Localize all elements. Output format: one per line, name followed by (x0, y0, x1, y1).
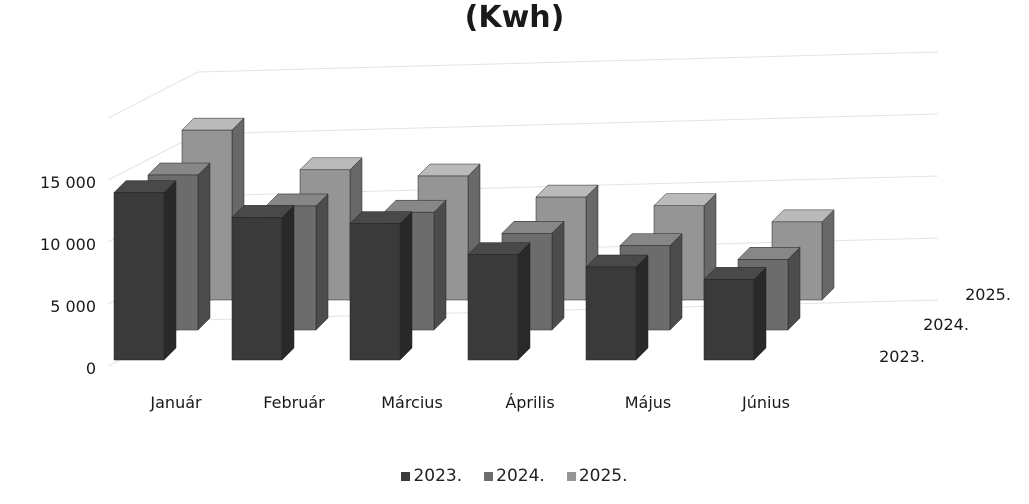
category-label: Február (263, 393, 325, 412)
category-label: Január (149, 393, 202, 412)
legend-item: 2025. (566, 466, 628, 486)
category-label: Április (505, 393, 554, 412)
category-label: Május (625, 393, 672, 412)
bar-2023-4 (585, 254, 649, 361)
y-tick-label: 15 000 (40, 173, 96, 192)
bar-2023-3 (467, 241, 531, 361)
depth-axis-label: 2025. (965, 285, 1011, 304)
legend-swatch (484, 471, 494, 481)
category-label: Március (381, 393, 443, 412)
gridline (107, 51, 939, 119)
legend: 2023. 2024. 2025. (0, 466, 1029, 486)
chart-title: (Kwh) (464, 0, 565, 35)
y-tick-label: 10 000 (40, 235, 96, 254)
bar-2023-0 (113, 179, 177, 361)
category-label: Június (741, 393, 790, 412)
y-axis-ticks: 0 5 000 10 000 15 000 (40, 173, 96, 378)
y-tick-label: 0 (86, 359, 96, 378)
legend-swatch (566, 471, 576, 481)
depth-axis-label: 2023. (879, 347, 925, 366)
bars (113, 117, 835, 361)
legend-item: 2024. (484, 466, 545, 486)
x-axis-categories: Január Február Március Április Május Június (149, 393, 790, 412)
bar-2023-5 (703, 266, 767, 361)
y-tick-label: 5 000 (50, 297, 96, 316)
bar-2023-2 (349, 210, 413, 361)
legend-label: 2023. (413, 466, 463, 486)
legend-label: 2024. (496, 466, 545, 486)
bar-2023-1 (231, 204, 295, 361)
legend-swatch (401, 471, 411, 481)
legend-label: 2025. (578, 466, 628, 486)
legend-item: 2023. (401, 466, 462, 486)
depth-axis-label: 2024. (923, 315, 969, 334)
depth-axis-labels: 2023. 2024. 2025. (879, 285, 1011, 366)
